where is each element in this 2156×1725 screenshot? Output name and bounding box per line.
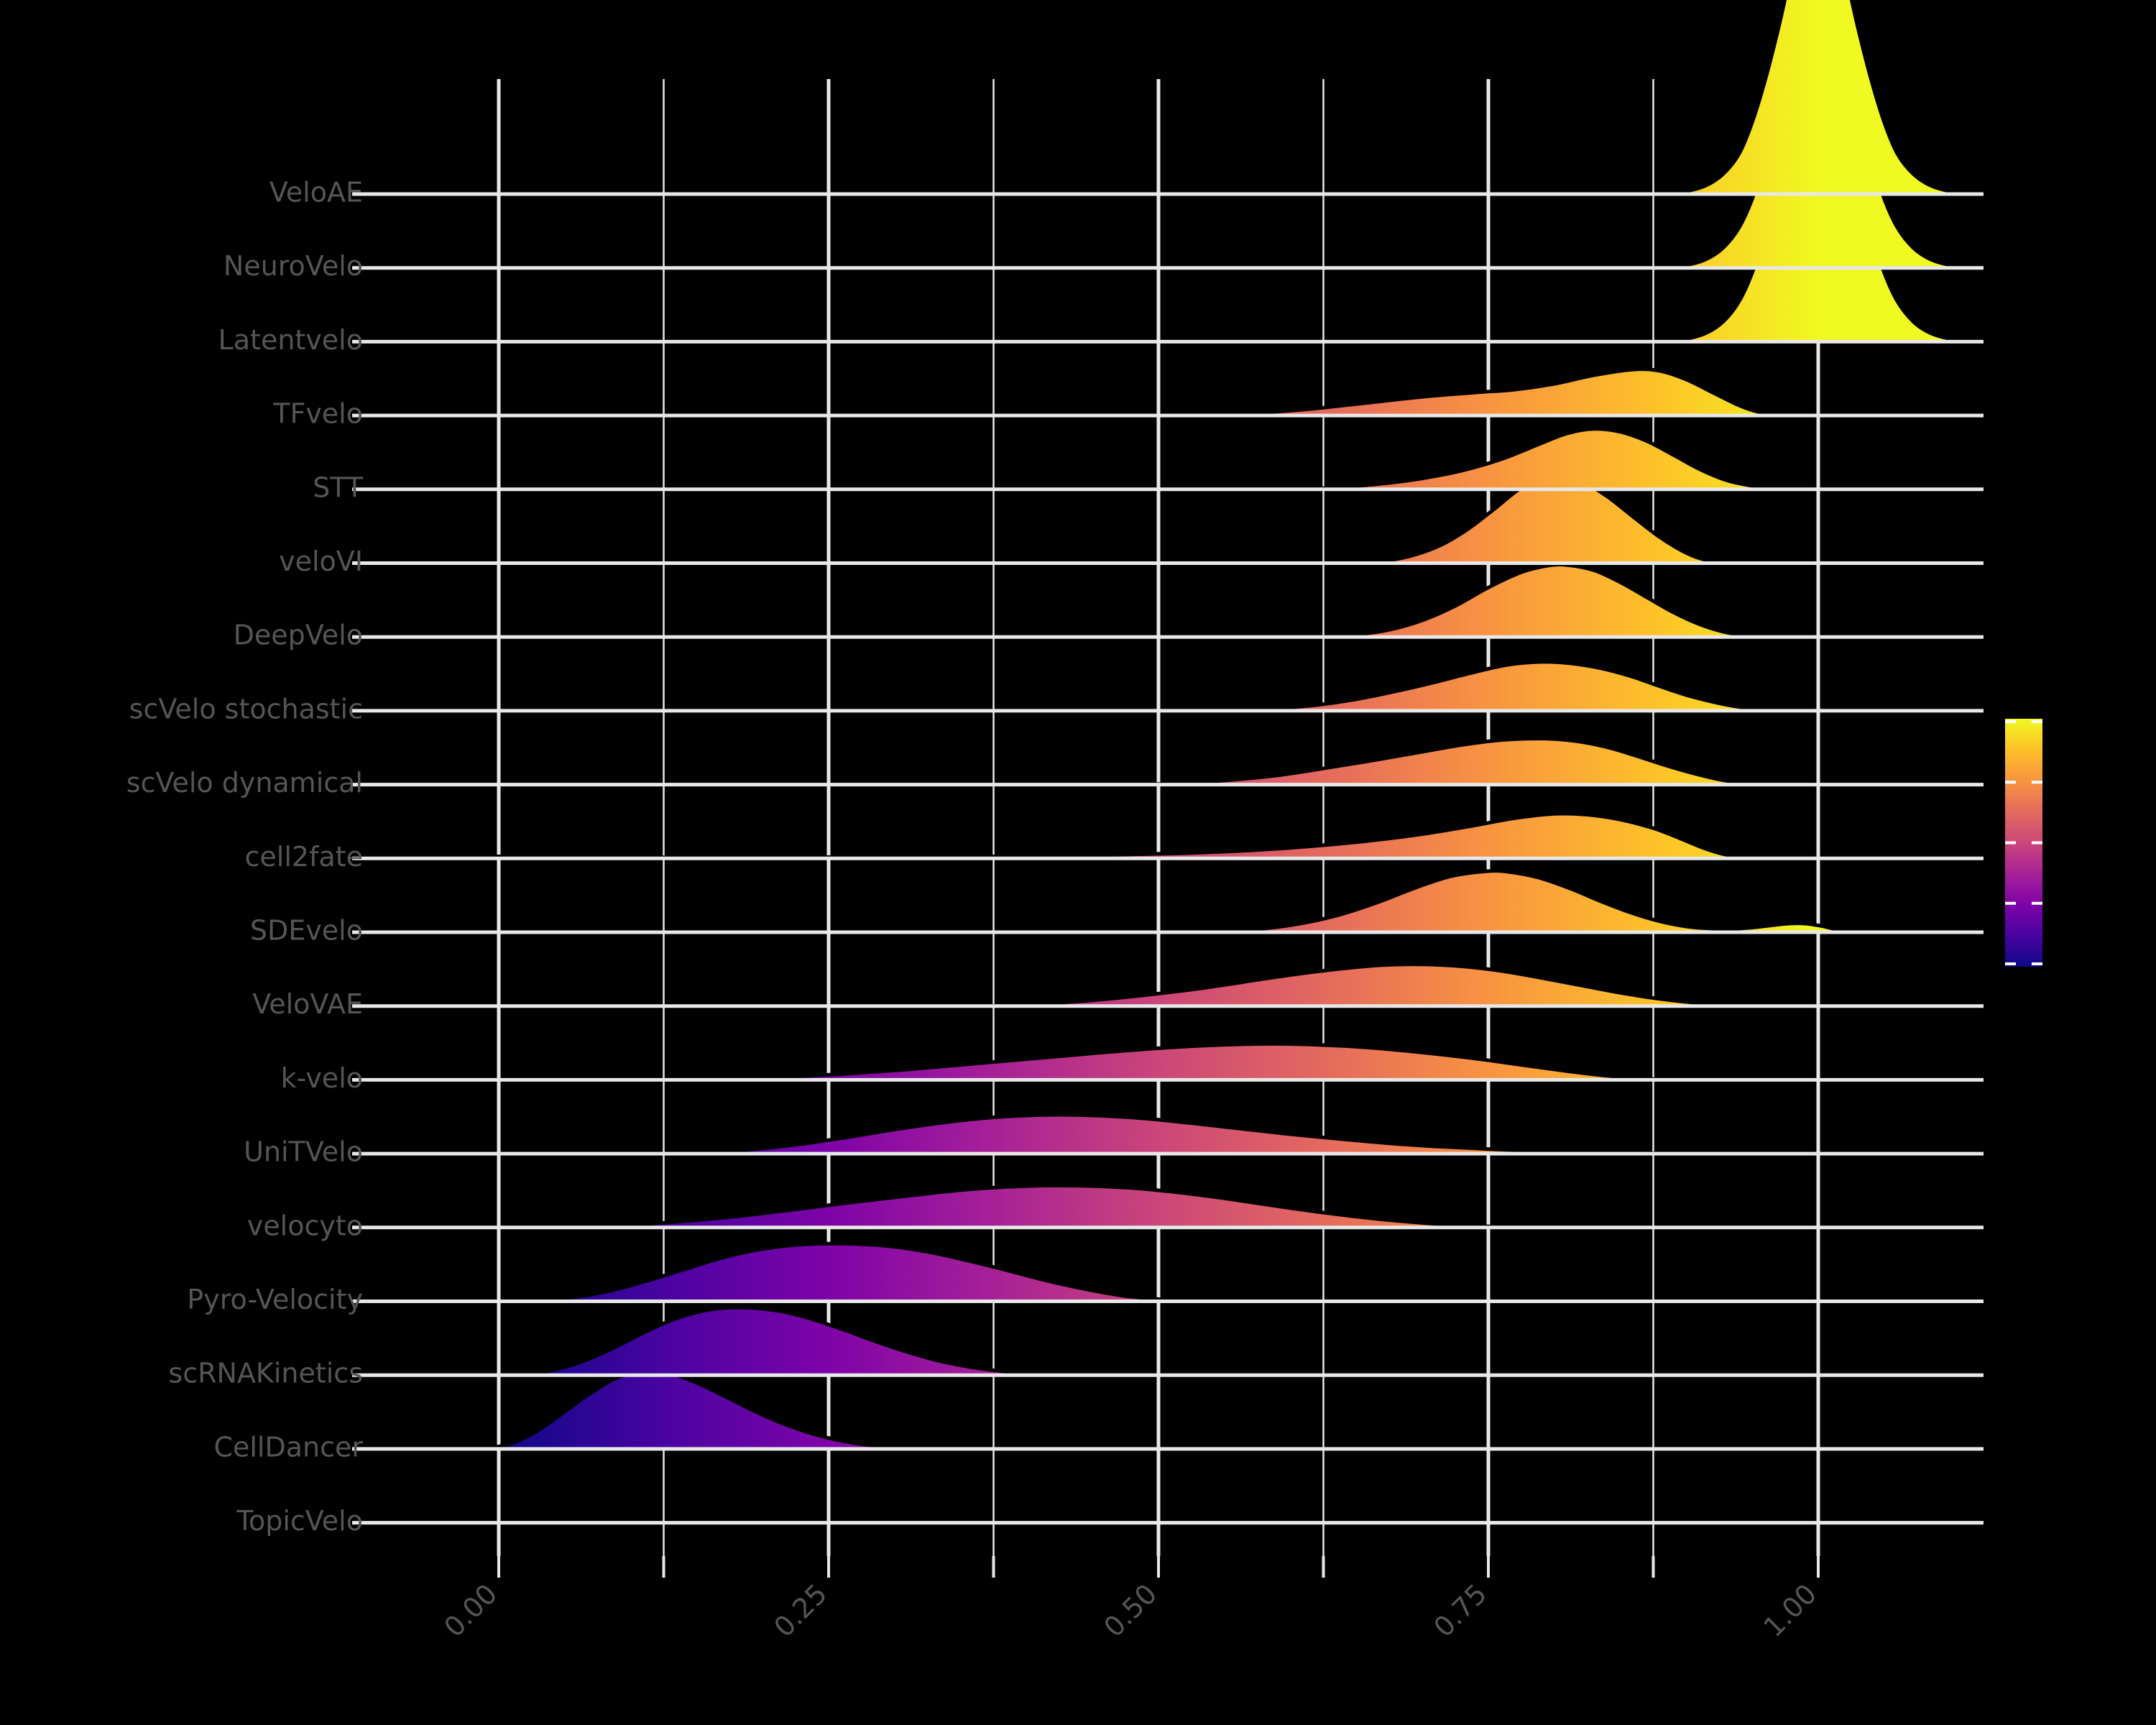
ridge-velocyto [564, 1184, 1568, 1230]
ridge-series-group [419, 0, 1977, 1451]
y-tick-label-velovae: VeloVAE [252, 988, 363, 1020]
ridge-outline [1211, 367, 1799, 418]
ridge-fill [564, 1185, 1568, 1228]
ridge-outline [1238, 660, 1805, 713]
ridge-unitvelo [683, 1113, 1713, 1156]
ridge-fill [1303, 428, 1792, 489]
ridge-outline [1323, 563, 1766, 639]
ridge-fill [525, 1243, 1218, 1302]
ridge-outline [525, 1241, 1218, 1303]
ridge-stt [1303, 427, 1792, 492]
ridge-sdevelo [1217, 869, 1871, 934]
y-tick-label-celldancer: CellDancer [213, 1431, 363, 1463]
ridge-outline [683, 1113, 1713, 1156]
ridge-fill [709, 1044, 1674, 1080]
ridge-celldancer [485, 1369, 934, 1451]
ridge-veloae [1659, 0, 1977, 196]
ridge-fill [1238, 661, 1805, 711]
y-tick-label-pyro-velocity: Pyro-Velocity [187, 1284, 363, 1315]
ridge-fill [1659, 0, 1977, 194]
y-tick-label-cell2fate: cell2fate [244, 841, 363, 873]
ridge-tfvelo [1211, 367, 1799, 418]
ridge-outline [987, 962, 1759, 1008]
ridge-outline [564, 1184, 1568, 1230]
ridge-k-velo [709, 1041, 1674, 1082]
ridge-fill [1217, 870, 1871, 932]
ridge-outline [1145, 737, 1777, 787]
ridge-scvelo-dynamical [1145, 737, 1777, 787]
y-tick-label-veloae: VeloAE [270, 177, 363, 208]
y-tick-label-unitvelo: UniTVelo [244, 1136, 363, 1168]
x-axis-ticks [497, 1556, 1820, 1578]
y-tick-label-deepvelo: DeepVelo [234, 620, 363, 651]
y-tick-label-latentvelo: Latentvelo [218, 324, 363, 356]
ridge-fill [1323, 564, 1766, 638]
y-tick-label-scvelo-stochastic: scVelo stochastic [129, 693, 363, 724]
ridge-fill [419, 813, 1763, 859]
y-tick-label-velocyto: velocyto [247, 1210, 363, 1241]
ridge-outline [709, 1041, 1674, 1082]
y-tick-label-neurovelo: NeuroVelo [224, 250, 363, 282]
baselines-group [352, 192, 1984, 1525]
ridge-fill [512, 1307, 1069, 1376]
ridge-scrnakinetics [512, 1305, 1069, 1377]
ridge-velovae [987, 962, 1759, 1008]
ridge-outline [485, 1369, 934, 1451]
y-axis-tick-labels: VeloAE NeuroVelo Latentvelo TFvelo STT veloVI… [126, 177, 364, 1537]
colorbar[interactable] [2005, 719, 2042, 967]
ridge-pyro-velocity [525, 1241, 1218, 1303]
ridge-outline [1303, 427, 1792, 492]
ridge-outline [512, 1305, 1069, 1377]
ridge-fill [987, 964, 1759, 1006]
y-tick-label-scrnakinetics: scRNAKinetics [168, 1358, 363, 1389]
ridge-fill [1356, 476, 1739, 564]
y-tick-label-scvelo-dynamical: scVelo dynamical [126, 767, 363, 799]
ridge-deepvelo [1323, 563, 1766, 639]
y-tick-label-tfvelo: TFvelo [272, 398, 363, 430]
y-tick-label-stt: STT [313, 472, 364, 503]
ridge-outline [1217, 869, 1871, 934]
y-tick-label-k-velo: k-velo [281, 1062, 363, 1094]
ridge-outline [1659, 0, 1977, 196]
ridge-scvelo-stochastic [1238, 660, 1805, 713]
y-tick-label-velovi: veloVI [279, 546, 363, 577]
y-tick-label-sdevelo: SDEvelo [250, 915, 363, 947]
y-tick-label-topicvelo: TopicVelo [236, 1505, 363, 1537]
